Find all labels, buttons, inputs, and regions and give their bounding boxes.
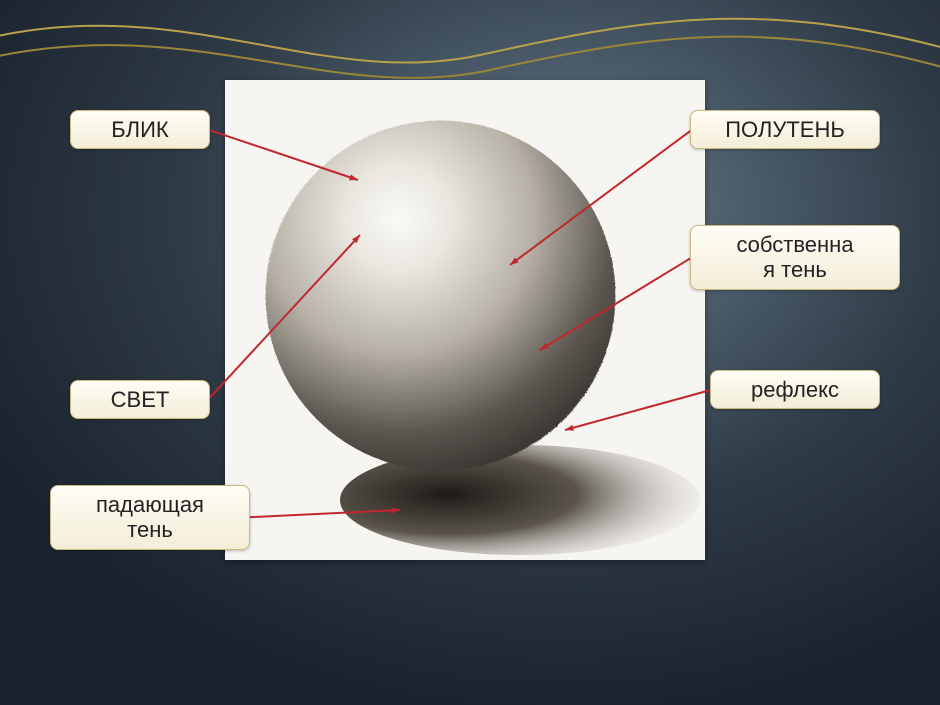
label-svet: СВЕТ bbox=[70, 380, 210, 419]
sphere-shape bbox=[265, 120, 615, 470]
label-refleks: рефлекс bbox=[710, 370, 880, 409]
label-padten: падающая тень bbox=[50, 485, 250, 550]
label-blik: БЛИК bbox=[70, 110, 210, 149]
label-sobten: собственна я тень bbox=[690, 225, 900, 290]
label-poluten: ПОЛУТЕНЬ bbox=[690, 110, 880, 149]
drawing-canvas bbox=[225, 80, 705, 560]
sphere-drawing bbox=[225, 80, 705, 560]
